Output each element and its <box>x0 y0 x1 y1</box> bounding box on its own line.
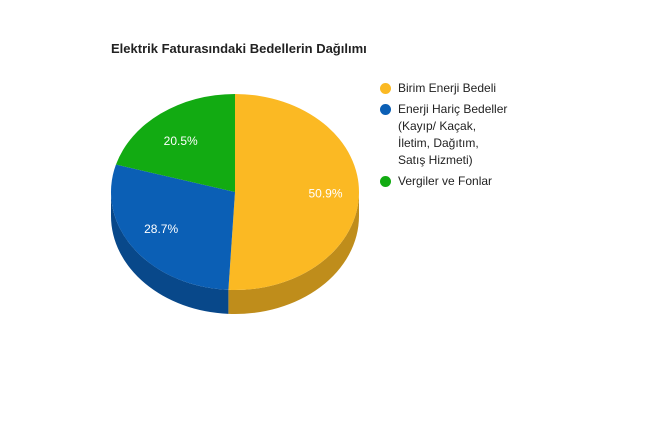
value-label: 20.5% <box>164 134 198 148</box>
legend-item: Birim Enerji Bedeli <box>380 80 530 97</box>
slice <box>111 164 235 290</box>
legend-swatch <box>380 83 391 94</box>
value-label: 50.9% <box>308 187 342 201</box>
legend-item: Enerji Hariç Bedeller (Kayıp/ Kaçak, İle… <box>380 101 530 169</box>
legend-swatch <box>380 176 391 187</box>
slice <box>115 94 235 192</box>
slice-side <box>228 192 359 314</box>
legend: Birim Enerji Bedeli Enerji Hariç Bedeller… <box>380 80 530 194</box>
legend-swatch <box>380 104 391 115</box>
slice-side <box>111 192 229 314</box>
value-label: 28.7% <box>144 222 178 236</box>
chart-title: Elektrik Faturasındaki Bedellerin Dağılı… <box>111 41 367 56</box>
legend-label: Enerji Hariç Bedeller (Kayıp/ Kaçak, İle… <box>398 102 508 167</box>
legend-label: Birim Enerji Bedeli <box>398 81 497 95</box>
legend-item: Vergiler ve Fonlar <box>380 173 530 190</box>
slice <box>228 94 360 290</box>
legend-label: Vergiler ve Fonlar <box>398 174 493 188</box>
